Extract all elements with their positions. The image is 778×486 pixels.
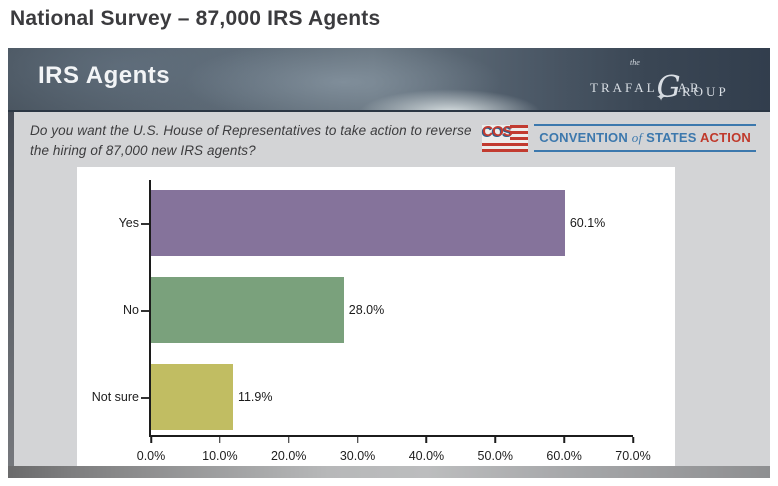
x-axis-tick-label: 40.0% bbox=[408, 449, 445, 463]
trafalgar-line1: TRAFALGAR bbox=[590, 65, 702, 105]
cos-wordmark: CONVENTION of STATES ACTION bbox=[534, 124, 756, 152]
trafalgar-the: the bbox=[630, 58, 640, 67]
x-axis-tick-mark bbox=[219, 437, 221, 443]
x-axis-tick-mark bbox=[356, 437, 359, 443]
convention-of-states-logo: COS CONVENTION of STATES ACTION bbox=[482, 124, 756, 152]
cos-word-of: of bbox=[631, 130, 643, 145]
value-label: 60.1% bbox=[569, 216, 606, 230]
slide-left-edge-decoration bbox=[8, 112, 14, 478]
survey-question: Do you want the U.S. House of Representa… bbox=[30, 123, 472, 158]
x-axis-tick-label: 20.0% bbox=[270, 449, 307, 463]
value-label: 11.9% bbox=[237, 390, 273, 404]
trafalgar-part2: AR bbox=[677, 80, 702, 95]
category-tick bbox=[141, 223, 149, 225]
cos-word-states: STATES bbox=[642, 130, 700, 145]
x-axis-tick-label: 0.0% bbox=[136, 449, 166, 463]
cos-flag-icon: COS bbox=[482, 122, 529, 152]
x-axis-tick-mark bbox=[563, 437, 565, 443]
bar-row: Yes 60.1% bbox=[119, 190, 633, 256]
compass-rose-icon: ✦ bbox=[656, 90, 667, 104]
slide: IRS Agents the TRAFALGAR ROUP ✦ Do you w… bbox=[8, 48, 770, 478]
x-axis-tick-label: 10.0% bbox=[202, 449, 238, 463]
x-axis-tick-label: 30.0% bbox=[339, 449, 376, 463]
category-label: Not sure bbox=[91, 390, 139, 404]
trafalgar-part1: TRAFAL bbox=[590, 80, 658, 95]
page-title: National Survey – 87,000 IRS Agents bbox=[10, 7, 381, 30]
category-label: Yes bbox=[118, 216, 139, 230]
x-axis-tick-mark bbox=[150, 437, 152, 443]
x-axis-tick-mark bbox=[287, 437, 290, 443]
plot-area: Yes 60.1% No 28.0% Not sure 11.9% 0.0% 10.0% 20.… bbox=[92, 180, 651, 463]
chart-panel: Yes 60.1% No 28.0% Not sure 11.9% 0.0% 10.0% 20.… bbox=[77, 167, 675, 467]
slide-bottom-band-decoration bbox=[8, 466, 770, 478]
bar-yes bbox=[151, 190, 565, 256]
slide-title: IRS Agents bbox=[38, 62, 171, 89]
x-axis-tick-mark bbox=[494, 437, 497, 443]
cos-acronym: COS bbox=[482, 122, 513, 140]
slide-header: IRS Agents the TRAFALGAR ROUP ✦ bbox=[8, 48, 770, 112]
bar-row: No 28.0% bbox=[123, 277, 633, 343]
cos-word-convention: CONVENTION bbox=[539, 130, 632, 145]
trafalgar-group-logo: the TRAFALGAR ROUP ✦ bbox=[590, 54, 750, 108]
bar-not-sure bbox=[151, 364, 233, 430]
category-tick bbox=[141, 397, 149, 399]
x-axis-tick-label: 50.0% bbox=[477, 449, 514, 463]
x-axis-tick-label: 60.0% bbox=[546, 449, 582, 463]
x-axis-tick-mark bbox=[425, 437, 428, 443]
x-axis-tick-label: 70.0% bbox=[615, 449, 651, 463]
trafalgar-line2: ROUP bbox=[682, 84, 729, 99]
x-axis-tick-mark bbox=[632, 437, 634, 443]
cos-word-action: ACTION bbox=[699, 130, 751, 145]
category-tick bbox=[141, 310, 149, 312]
question-row: Do you want the U.S. House of Representa… bbox=[8, 112, 770, 167]
trafalgar-g-monogram: G bbox=[656, 70, 681, 105]
value-label: 28.0% bbox=[348, 303, 385, 317]
bar-row: Not sure 11.9% bbox=[92, 364, 633, 430]
bar-no bbox=[151, 277, 344, 343]
category-label: No bbox=[123, 303, 139, 317]
